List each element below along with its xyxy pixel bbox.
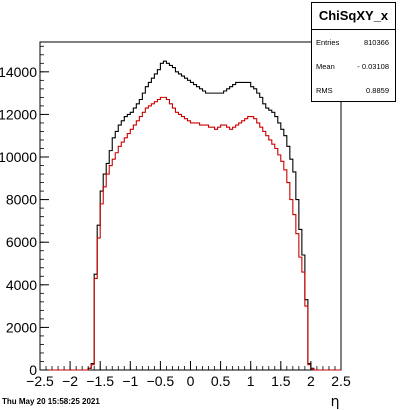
x-tick-label: 0 (187, 373, 195, 389)
x-tick-label: 2 (307, 373, 315, 389)
stat-name: Entries (316, 38, 340, 47)
stat-name: RMS (316, 86, 333, 95)
timestamp: Thu May 20 15:58:25 2021 (2, 397, 100, 406)
x-tick-label: −1.5 (86, 373, 114, 389)
x-tick-label: −0.5 (147, 373, 175, 389)
x-tick-label: 1.5 (271, 373, 291, 389)
stat-value: 810366 (363, 38, 389, 47)
stats-title: ChiSqXY_x (312, 3, 395, 30)
x-tick-label: 1 (247, 373, 255, 389)
plot-frame (39, 41, 342, 371)
x-tick-label: −2 (62, 373, 78, 389)
x-axis-label: η (331, 394, 340, 410)
stat-value: - 0.03108 (357, 62, 389, 71)
stat-row: Entries 810366 (312, 30, 395, 54)
stat-value: 0.8859 (366, 86, 389, 95)
x-tick-label: −2.5 (26, 373, 54, 389)
series-line-1 (40, 96, 341, 371)
stat-name: Mean (316, 62, 335, 71)
x-tick-label: 0.5 (211, 373, 231, 389)
stats-box: ChiSqXY_x Entries 810366 Mean - 0.03108 RMS 0… (311, 2, 396, 102)
y-tick-label: 0 (29, 362, 37, 378)
x-tick-label: 2.5 (331, 373, 351, 389)
y-tick-label: 2000 (6, 319, 37, 335)
y-tick-label: 4000 (6, 277, 37, 293)
stat-row: Mean - 0.03108 (312, 54, 395, 78)
y-tick-label: 12000 (0, 106, 37, 122)
x-tick-label: −1 (122, 373, 138, 389)
y-tick-label: 6000 (6, 234, 37, 250)
y-tick-label: 14000 (0, 64, 37, 80)
y-tick-label: 10000 (0, 149, 37, 165)
y-tick-label: 8000 (6, 192, 37, 208)
stat-row: RMS 0.8859 (312, 78, 395, 102)
stats-rows: Entries 810366 Mean - 0.03108 RMS 0.8859 (312, 30, 395, 102)
